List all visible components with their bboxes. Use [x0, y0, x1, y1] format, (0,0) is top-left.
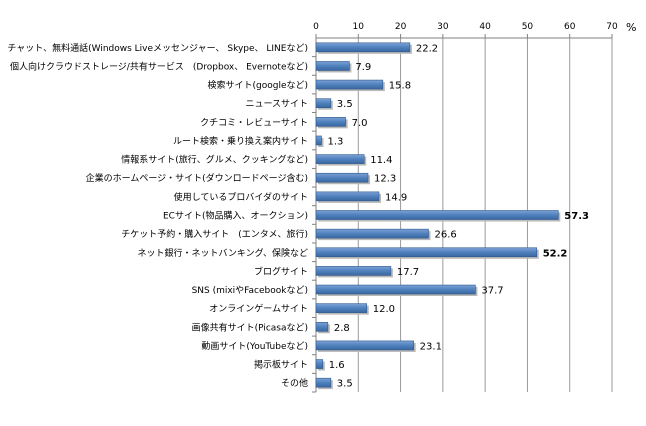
value-label: 17.7	[397, 267, 419, 278]
category-label: ルート検索・乗り換え案内サイト	[173, 135, 308, 147]
bar	[315, 340, 414, 351]
category-label: 画像共有サイト(Picasaなど)	[192, 321, 308, 333]
value-label: 1.3	[327, 136, 343, 147]
value-label: 3.5	[337, 99, 353, 110]
category-label: 情報系サイト(旅行、グルメ、クッキングなど)	[121, 154, 308, 166]
value-label: 22.2	[416, 43, 438, 54]
x-tick-label: 0	[313, 22, 319, 32]
bar	[315, 61, 350, 71]
category-label: チャット、無料通話(Windows Liveメッセンジャー、 Skype、 LI…	[7, 42, 308, 54]
category-label: ネット銀行・ネットバンキング、保険など	[137, 247, 308, 259]
value-label: 7.0	[352, 118, 368, 129]
x-tick-label: 60	[564, 22, 576, 32]
category-label: 個人向けクラウドストレージ/共有サービス (Dropbox、 Evernoteな…	[10, 60, 308, 72]
category-label: ブログサイト	[254, 265, 308, 277]
value-label: 11.4	[370, 155, 392, 166]
value-label: 23.1	[420, 341, 442, 352]
value-label: 7.9	[355, 62, 371, 73]
category-label: 企業のホームページ・サイト(ダウンロードページ含む)	[86, 172, 308, 184]
category-label: SNS (mixiやFacebookなど)	[192, 285, 308, 296]
category-label: 使用しているプロバイダのサイト	[174, 191, 308, 203]
bar	[315, 135, 322, 146]
value-label: 57.3	[564, 211, 589, 222]
bar	[315, 191, 380, 202]
bar	[315, 154, 365, 164]
value-label: 15.8	[389, 81, 411, 92]
category-label: ECサイト(物品購入、オークション)	[163, 210, 308, 222]
bar	[315, 377, 332, 388]
category-label: ニュースサイト	[245, 99, 308, 110]
value-label: 26.6	[434, 230, 456, 241]
value-label: 12.3	[374, 174, 396, 185]
bar	[315, 79, 384, 90]
category-label: クチコミ・レビューサイト	[200, 117, 308, 128]
x-tick-label: 40	[479, 22, 491, 32]
category-label: その他	[281, 377, 308, 389]
bar	[315, 228, 429, 239]
bar	[315, 98, 332, 109]
category-label: 動画サイト(YouTubeなど)	[201, 341, 308, 352]
category-label: 掲示板サイト	[254, 359, 308, 371]
value-label: 2.8	[334, 323, 350, 334]
bar	[315, 266, 392, 276]
category-label: 検索サイト(googleなど)	[208, 79, 309, 91]
value-label: 12.0	[373, 304, 395, 315]
bar	[315, 321, 329, 332]
bar	[315, 303, 368, 313]
category-label: オンラインゲームサイト	[209, 303, 308, 315]
bar	[315, 117, 346, 127]
value-label: 14.9	[385, 192, 407, 203]
bar	[315, 210, 559, 220]
x-tick-label: 20	[395, 22, 407, 32]
x-tick-label: 30	[437, 22, 449, 32]
value-label: 52.2	[543, 248, 568, 259]
bar	[315, 42, 411, 53]
unit-label: %	[626, 21, 636, 34]
bar	[315, 284, 476, 295]
value-label: 1.6	[329, 360, 345, 371]
x-tick-label: 10	[353, 22, 365, 32]
x-tick-label: 70	[606, 22, 618, 32]
bar	[315, 247, 538, 258]
category-label: チケット予約・購入サイト (エンタメ、旅行)	[121, 228, 308, 240]
bar	[315, 359, 324, 369]
value-label: 3.5	[337, 379, 353, 390]
bar	[315, 172, 369, 183]
x-tick-label: 50	[522, 22, 534, 32]
value-label: 37.7	[481, 286, 503, 297]
